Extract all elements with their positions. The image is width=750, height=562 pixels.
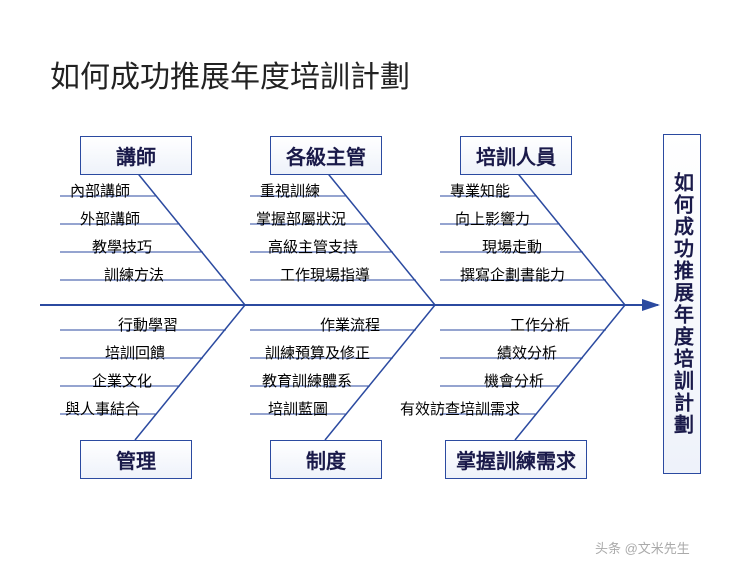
sub-item: 機會分析	[484, 370, 544, 391]
sub-item: 訓練預算及修正	[265, 342, 370, 363]
sub-item: 外部講師	[80, 208, 140, 229]
sub-item: 行動學習	[118, 314, 178, 335]
sub-item: 撰寫企劃書能力	[460, 264, 565, 285]
sub-item: 有效訪查培訓需求	[400, 398, 520, 419]
sub-item: 向上影響力	[455, 208, 530, 229]
sub-item: 工作現場指導	[280, 264, 370, 285]
sub-item: 培訓藍圖	[268, 398, 328, 419]
sub-item: 與人事結合	[65, 398, 140, 419]
sub-item: 訓練方法	[104, 264, 164, 285]
category-box-bottom-2: 掌握訓練需求	[445, 440, 587, 479]
sub-item: 作業流程	[320, 314, 380, 335]
sub-item: 專業知能	[450, 180, 510, 201]
sub-item: 教學技巧	[92, 236, 152, 257]
result-box: 如何成功推展年度培訓計劃	[663, 134, 701, 474]
sub-item: 內部講師	[70, 180, 130, 201]
sub-item: 工作分析	[510, 314, 570, 335]
watermark: 头条 @文米先生	[595, 538, 690, 557]
category-box-top-1: 各級主管	[270, 136, 382, 175]
sub-item: 高級主管支持	[268, 236, 358, 257]
category-box-top-0: 講師	[80, 136, 192, 175]
sub-item: 企業文化	[92, 370, 152, 391]
category-box-bottom-0: 管理	[80, 440, 192, 479]
sub-item: 現場走動	[482, 236, 542, 257]
category-box-top-2: 培訓人員	[460, 136, 572, 175]
sub-item: 掌握部屬狀況	[256, 208, 346, 229]
sub-item: 績效分析	[497, 342, 557, 363]
category-box-bottom-1: 制度	[270, 440, 382, 479]
sub-item: 培訓回饋	[105, 342, 165, 363]
sub-item: 教育訓練體系	[262, 370, 352, 391]
sub-item: 重視訓練	[260, 180, 320, 201]
